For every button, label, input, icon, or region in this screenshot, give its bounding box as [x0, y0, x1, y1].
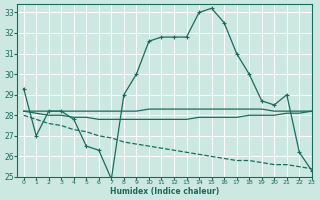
X-axis label: Humidex (Indice chaleur): Humidex (Indice chaleur)	[110, 187, 219, 196]
